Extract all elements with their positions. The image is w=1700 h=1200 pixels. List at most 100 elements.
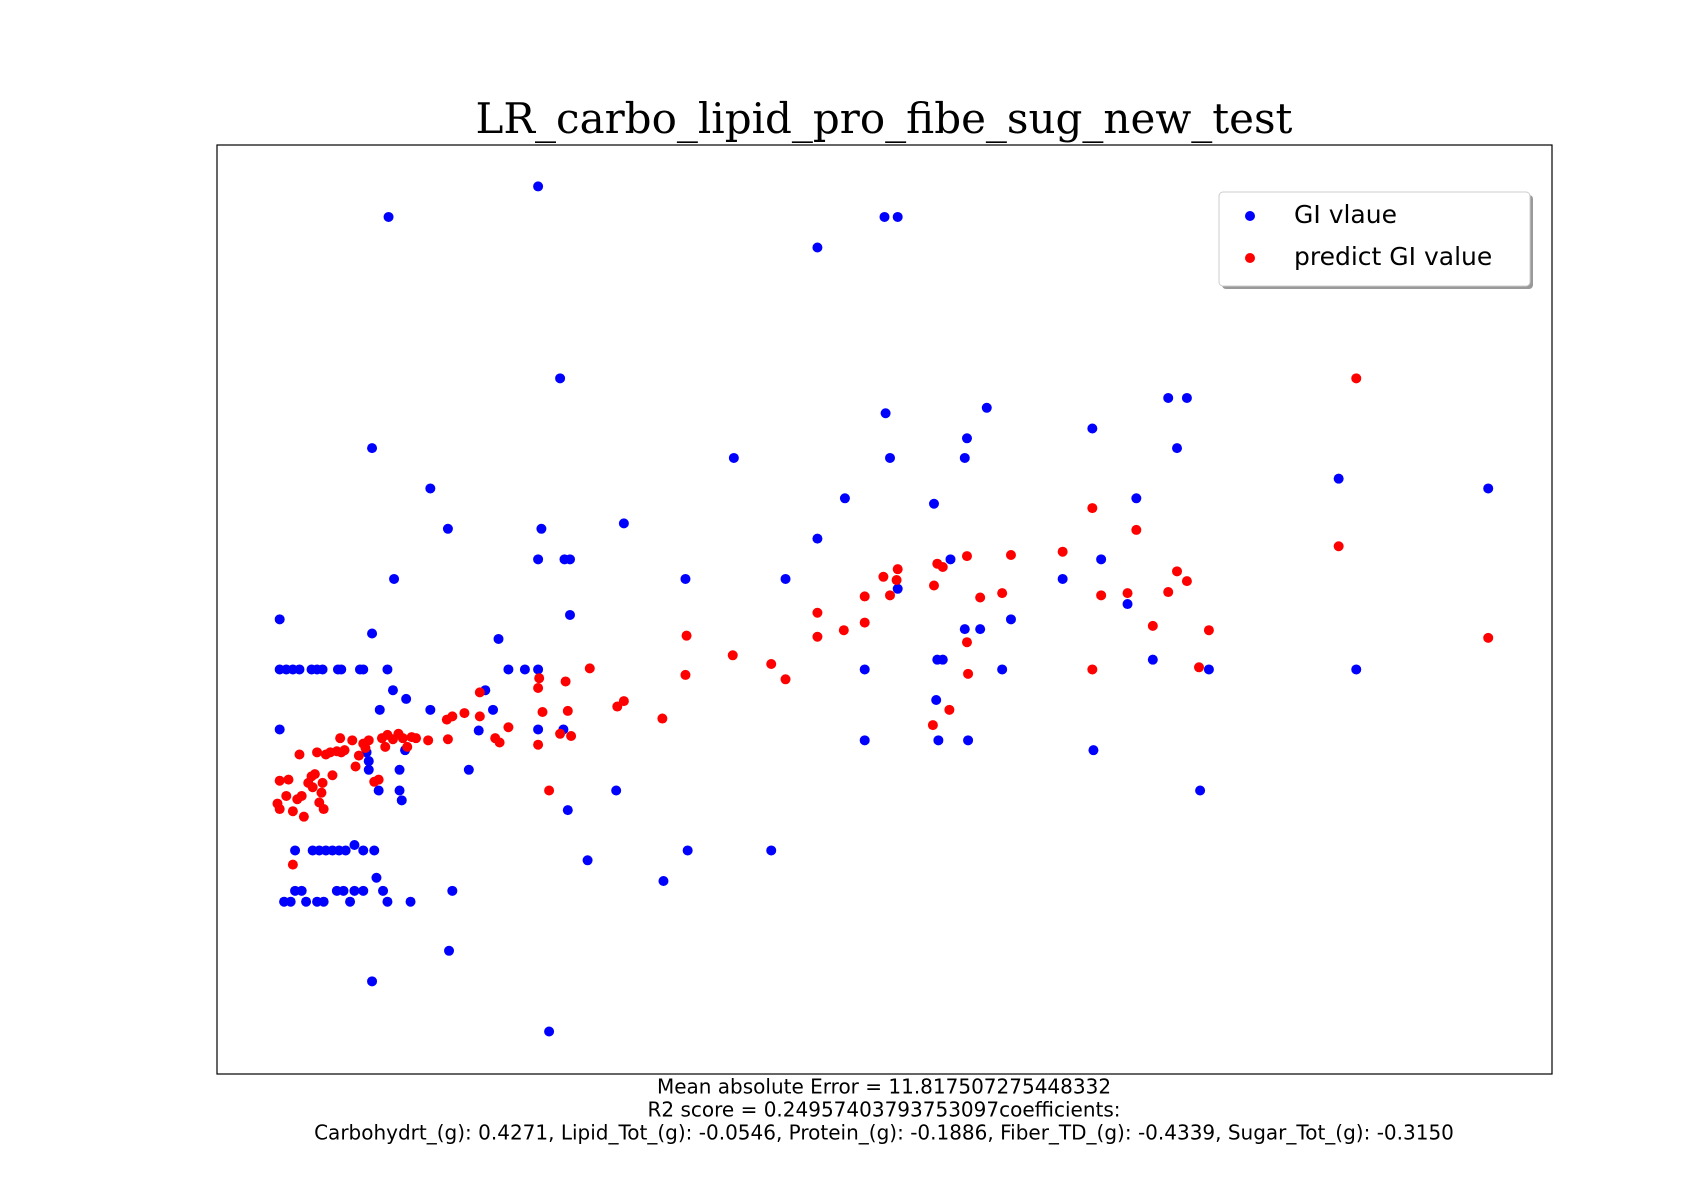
point — [727, 650, 738, 661]
legend-label: predict GI value — [1294, 242, 1492, 271]
point — [389, 573, 400, 584]
point — [1088, 745, 1099, 756]
point — [380, 741, 391, 752]
point — [812, 631, 823, 642]
point — [1172, 566, 1183, 577]
point — [274, 724, 285, 735]
point — [555, 728, 566, 739]
point — [997, 664, 1008, 675]
point — [961, 637, 972, 648]
point — [536, 523, 547, 534]
point — [1163, 587, 1174, 598]
point — [533, 554, 544, 565]
point — [780, 674, 791, 685]
point — [374, 704, 385, 715]
point — [316, 787, 327, 798]
point — [981, 402, 992, 413]
point — [378, 885, 389, 896]
point — [937, 654, 948, 665]
point — [296, 885, 307, 896]
point — [1087, 503, 1098, 514]
point — [425, 704, 436, 715]
point — [353, 750, 364, 761]
point — [309, 769, 320, 780]
point — [339, 745, 350, 756]
point — [839, 493, 850, 504]
point — [766, 659, 777, 670]
point — [387, 685, 398, 696]
point — [301, 896, 312, 907]
point — [287, 859, 298, 870]
point — [582, 855, 593, 866]
point — [285, 896, 296, 907]
point — [879, 211, 890, 222]
point — [358, 664, 369, 675]
point — [442, 734, 453, 745]
point — [728, 452, 739, 463]
point — [1351, 664, 1362, 675]
point — [358, 885, 369, 896]
point — [367, 628, 378, 639]
point — [281, 790, 292, 801]
point — [933, 735, 944, 746]
point — [859, 735, 870, 746]
point — [402, 741, 413, 752]
point — [394, 764, 405, 775]
point — [1122, 588, 1133, 599]
point — [1005, 549, 1016, 560]
point — [812, 607, 823, 618]
point — [1351, 373, 1362, 384]
point — [681, 630, 692, 641]
point — [373, 785, 384, 796]
point — [1203, 664, 1214, 675]
point — [944, 704, 955, 715]
point — [884, 590, 895, 601]
legend-marker — [1245, 211, 1255, 221]
point — [1483, 483, 1494, 494]
point — [296, 790, 307, 801]
plot-frame — [216, 144, 1553, 1075]
point — [447, 711, 458, 722]
point — [1087, 423, 1098, 434]
point — [564, 609, 575, 620]
point — [961, 433, 972, 444]
point — [294, 749, 305, 760]
point — [459, 708, 470, 719]
point — [945, 554, 956, 565]
point — [584, 663, 595, 674]
point — [317, 777, 328, 788]
point — [780, 573, 791, 584]
footer-note: Carbohydrt_(g): 0.4271, Lipid_Tot_(g): -… — [314, 1121, 1454, 1145]
point — [1131, 524, 1142, 535]
point — [618, 518, 629, 529]
point — [338, 885, 349, 896]
point — [363, 735, 374, 746]
point — [335, 733, 346, 744]
point — [493, 633, 504, 644]
point — [274, 804, 285, 815]
point — [884, 452, 895, 463]
point — [382, 664, 393, 675]
point — [312, 747, 323, 758]
point — [533, 664, 544, 675]
point — [997, 588, 1008, 599]
point — [394, 785, 405, 796]
point — [975, 592, 986, 603]
point — [611, 785, 622, 796]
point — [382, 896, 393, 907]
point — [555, 373, 566, 384]
point — [336, 664, 347, 675]
point — [562, 805, 573, 816]
point — [927, 720, 938, 731]
point — [682, 845, 693, 856]
point — [928, 580, 939, 591]
point — [1147, 620, 1158, 631]
point — [680, 669, 691, 680]
point — [360, 742, 371, 753]
point — [274, 614, 285, 625]
point — [444, 945, 455, 956]
point — [1194, 662, 1205, 673]
point — [274, 775, 285, 786]
point — [283, 774, 294, 785]
